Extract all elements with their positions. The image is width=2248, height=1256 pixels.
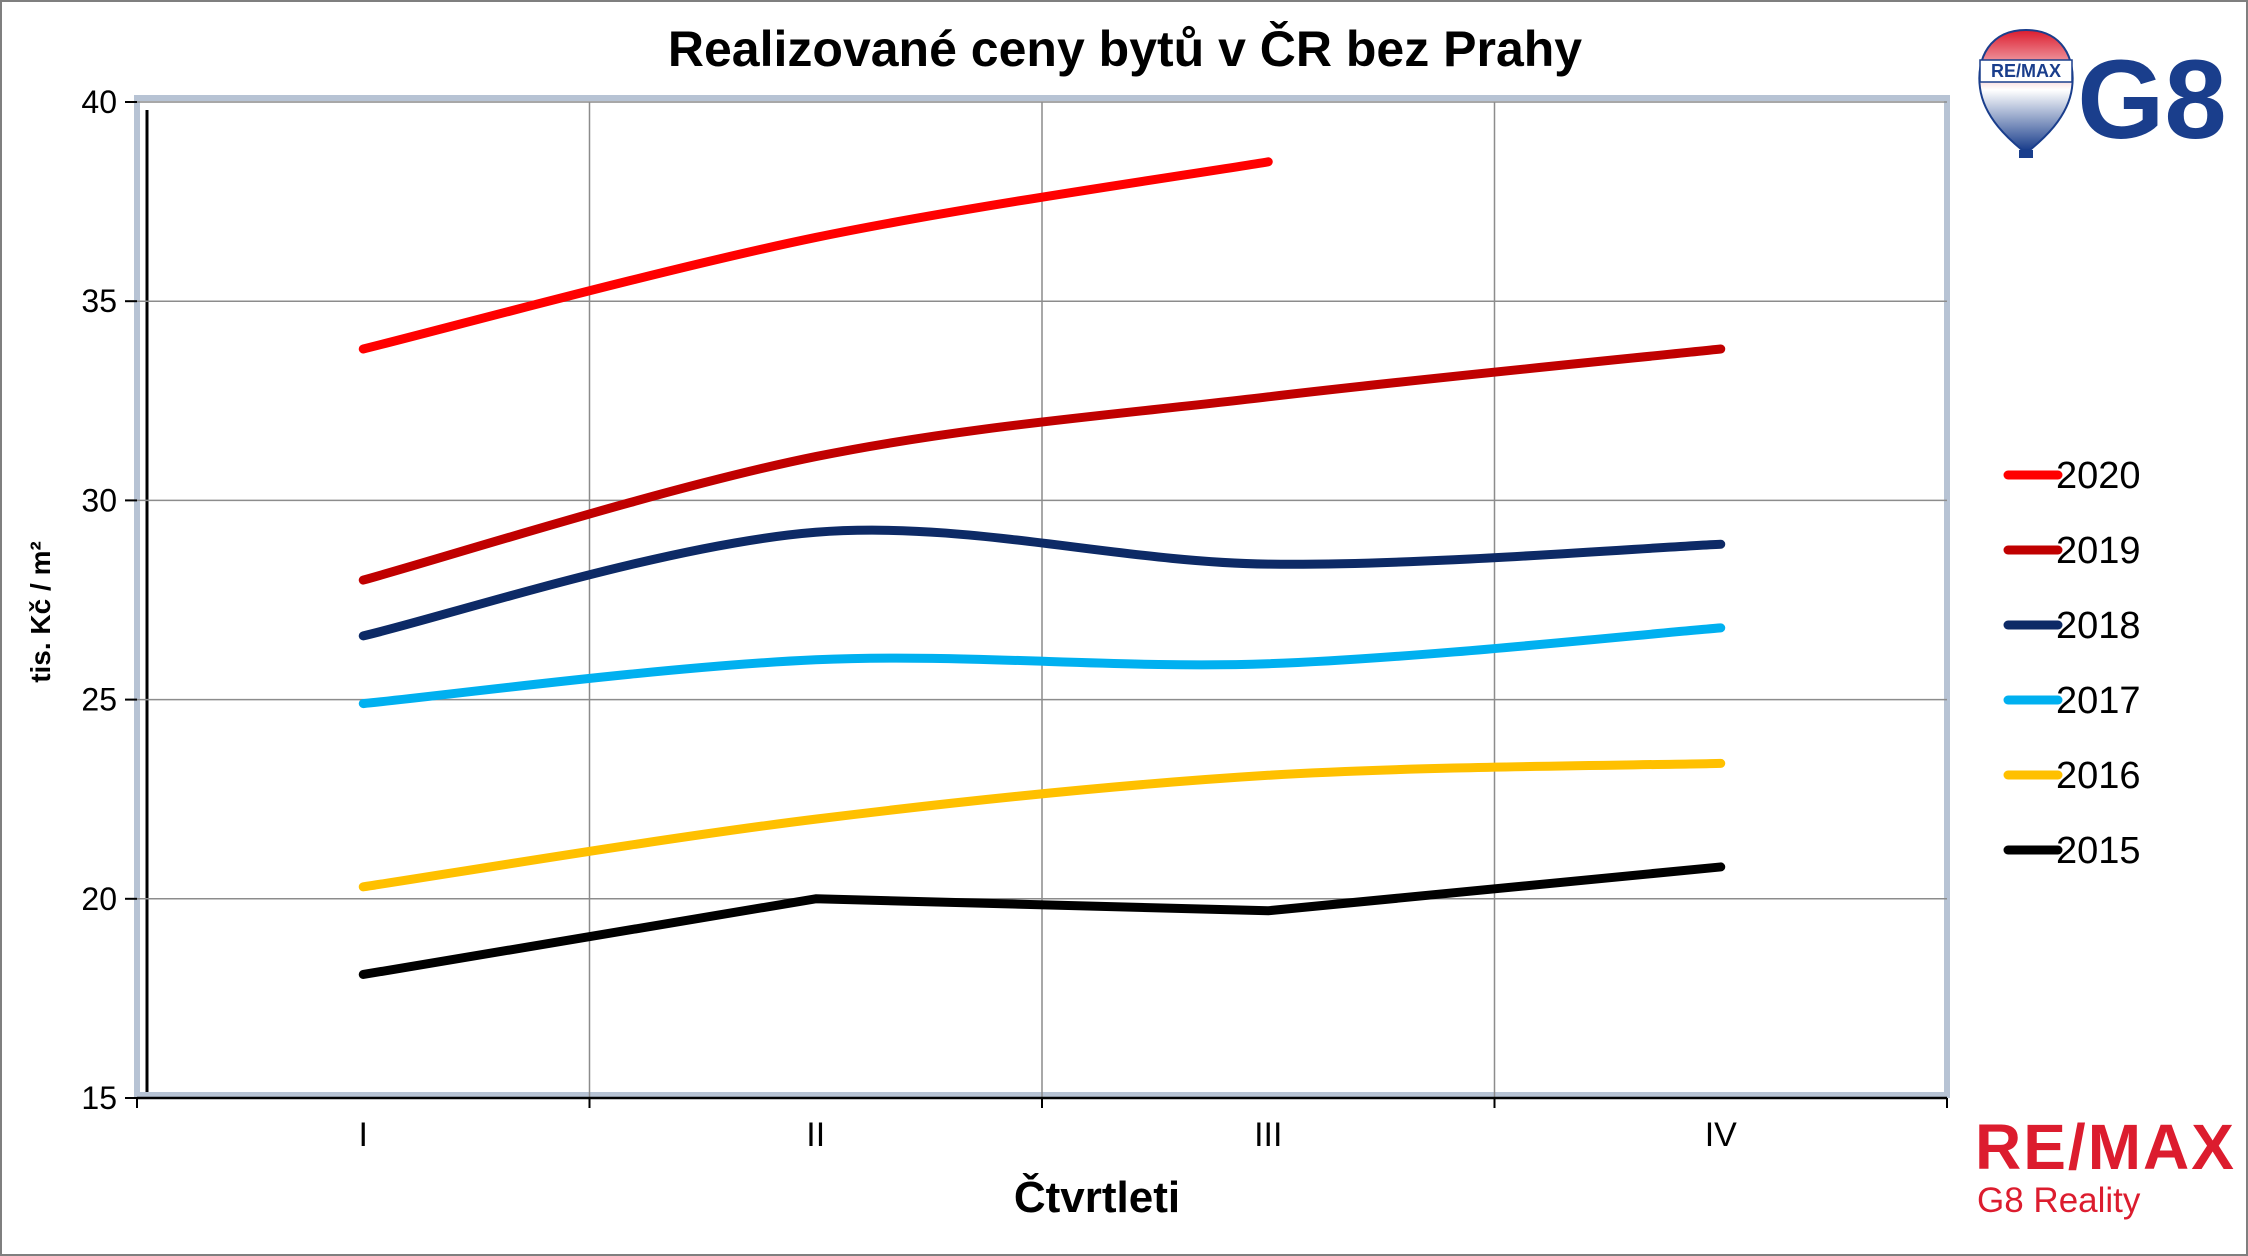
legend-label-2020: 2020 [2056,455,2141,497]
x-tick-label-IV: IV [1705,1116,1737,1154]
y-tick-label-35: 35 [81,283,117,319]
y-tick-label-40: 40 [81,84,117,120]
legend: 2020 2019 2018 2017 2016 2015 [2003,455,2141,872]
series-line-2020 [358,157,1273,354]
series-line-2017 [358,623,1726,709]
remax-wordmark: RE/MAX [1975,1111,2236,1183]
hot-air-balloon-icon: RE/MAX [1978,28,2074,158]
remax-agency-name: G8 Reality [1977,1181,2141,1220]
y-tick-label-20: 20 [81,881,117,917]
series-line-2018 [358,525,1726,641]
legend-label-2015: 2015 [2056,830,2141,872]
y-tick-label-30: 30 [81,482,117,518]
y-axis-label: tis. Kč / m² [25,541,56,683]
legend-label-2017: 2017 [2056,680,2141,722]
series-layer [358,157,1726,979]
legend-label-2019: 2019 [2056,530,2141,572]
x-axis-label: Čtvrtleti [1014,1171,1180,1222]
y-tick-label-15: 15 [81,1080,117,1116]
chart-title: Realizované ceny bytů v ČR bez Prahy [668,20,1582,77]
x-tick-label-I: I [359,1116,368,1154]
series-line-2019 [358,344,1726,585]
series-line-2015 [358,862,1726,979]
series-line-2016 [358,758,1726,892]
y-tick-label-25: 25 [81,682,117,718]
remax-footer-brand: RE/MAX G8 Reality [1975,1115,2235,1225]
grid-layer [137,101,1947,1098]
x-tick-label-II: II [806,1116,825,1154]
g8-logo-text: G8 [2077,37,2226,162]
legend-label-2016: 2016 [2056,755,2141,797]
legend-label-2018: 2018 [2056,605,2141,647]
x-tick-label-III: III [1254,1116,1282,1154]
balloon-badge-text: RE/MAX [1991,61,2061,81]
remax-g8-logo: RE/MAX G8 [1978,28,2227,162]
